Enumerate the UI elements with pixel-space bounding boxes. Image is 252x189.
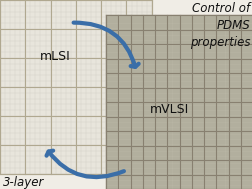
- Bar: [106, 15, 252, 189]
- Bar: [106, 15, 252, 189]
- Text: mLSI: mLSI: [40, 50, 71, 63]
- Bar: [0, 0, 151, 174]
- Bar: [0, 0, 151, 174]
- Text: 3-layer
architecture: 3-layer architecture: [3, 176, 74, 189]
- Text: Control of
PDMS
properties: Control of PDMS properties: [189, 2, 249, 49]
- Text: mVLSI: mVLSI: [149, 103, 188, 116]
